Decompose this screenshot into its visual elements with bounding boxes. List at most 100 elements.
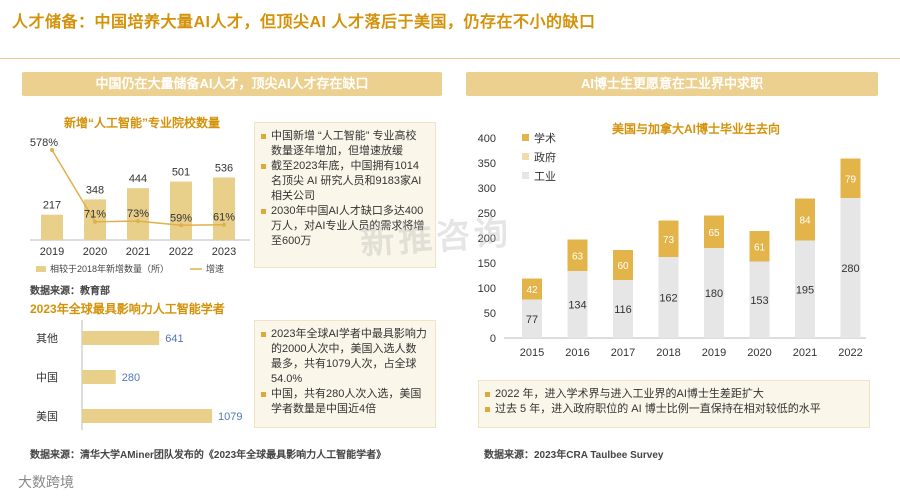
x-tick-label: 2022 bbox=[838, 347, 862, 359]
industry-bar bbox=[704, 248, 724, 338]
growth-point bbox=[136, 219, 140, 224]
growth-point bbox=[50, 148, 54, 152]
bar bbox=[82, 409, 212, 423]
legend-bar-swatch bbox=[36, 266, 46, 272]
category-label: 中国 bbox=[36, 371, 58, 384]
chart2-bullets: 2023年全球AI学者中最具影响力的2000人次中，美国入选人数最多，共有107… bbox=[254, 320, 436, 428]
bar-value-label: 501 bbox=[172, 167, 190, 179]
industry-value-label: 162 bbox=[659, 293, 677, 305]
industry-bar bbox=[658, 257, 679, 338]
corner-mark: 大数跨境 bbox=[18, 474, 74, 490]
x-tick-label: 2016 bbox=[565, 347, 589, 359]
chart3-title: 美国与加拿大AI博士毕业生去向 bbox=[612, 122, 781, 136]
academia-bar bbox=[522, 278, 542, 300]
title-divider bbox=[0, 58, 900, 59]
right-bullet: 过去 5 年，进入政府职位的 AI 博士比例一直保持在相对较低的水平 bbox=[485, 402, 861, 417]
growth-label: 61% bbox=[213, 212, 235, 224]
industry-value-label: 195 bbox=[796, 284, 814, 296]
y-tick-label: 300 bbox=[478, 183, 496, 195]
legend-swatch bbox=[522, 172, 529, 179]
bar-value-label: 536 bbox=[215, 162, 233, 174]
x-tick-label: 2019 bbox=[702, 347, 726, 359]
right-source: 数据来源：2023年CRA Taulbee Survey bbox=[484, 450, 664, 461]
academia-bar bbox=[567, 239, 588, 271]
chart1-title: 新增“人工智能”专业院校数量 bbox=[64, 116, 221, 130]
bar bbox=[127, 188, 149, 240]
x-tick-label: 2021 bbox=[126, 246, 150, 258]
academia-value-label: 84 bbox=[799, 216, 811, 227]
right-bullets: 2022 年，进入学术界与进入工业界的AI博士生差距扩大 过去 5 年，进入政府… bbox=[478, 380, 870, 428]
academia-value-label: 60 bbox=[617, 261, 629, 272]
x-tick-label: 2020 bbox=[747, 347, 771, 359]
y-tick-label: 100 bbox=[478, 283, 496, 295]
y-tick-label: 0 bbox=[490, 333, 496, 345]
academia-bar bbox=[840, 158, 861, 198]
chart1-bullet: 中国新增 “人工智能” 专业高校数量逐年增加，但增速放缓 bbox=[261, 129, 427, 159]
industry-bar bbox=[840, 198, 861, 338]
chart1-source: 数据来源：教育部 bbox=[30, 286, 110, 297]
chart1-bullet: 2030年中国AI人才缺口多达400万人，对AI专业人员的需求将增至600万 bbox=[261, 204, 427, 249]
academia-value-label: 65 bbox=[708, 228, 720, 239]
category-label: 其他 bbox=[36, 332, 58, 345]
academia-bar bbox=[658, 220, 679, 257]
industry-bar bbox=[749, 261, 770, 338]
growth-point bbox=[179, 223, 183, 228]
y-tick-label: 250 bbox=[478, 208, 496, 220]
y-tick-label: 400 bbox=[478, 133, 496, 145]
industry-bar bbox=[795, 240, 815, 338]
chart2-bullet: 2023年全球AI学者中最具影响力的2000人次中，美国入选人数最多，共有107… bbox=[261, 327, 427, 387]
bar bbox=[82, 331, 160, 345]
category-label: 美国 bbox=[36, 410, 58, 423]
academia-value-label: 61 bbox=[754, 242, 766, 253]
bar-value-label: 348 bbox=[86, 184, 104, 196]
chart2-title: 2023年全球最具影响力人工智能学者 bbox=[30, 302, 225, 316]
bar-value-label: 280 bbox=[122, 372, 140, 384]
chart2-bullet: 中国，共有280人次入选，美国学者数量是中国近4倍 bbox=[261, 387, 427, 417]
legend-label: 政府 bbox=[534, 150, 556, 164]
bar-value-label: 217 bbox=[43, 200, 61, 212]
x-tick-label: 2017 bbox=[611, 347, 635, 359]
growth-label: 73% bbox=[127, 208, 149, 220]
ai-phd-destination-chart: 0 50 100 150 200 250 300 350 400 42 77 2015 63 134 201… bbox=[478, 131, 866, 359]
industry-bar bbox=[567, 271, 588, 338]
chart2-source: 数据来源：清华大学AMiner团队发布的《2023年全球最具影响力人工智能学者》 bbox=[30, 450, 387, 461]
bar bbox=[41, 214, 63, 240]
industry-bar bbox=[613, 280, 633, 338]
legend-swatch bbox=[522, 153, 529, 160]
academia-bar bbox=[613, 250, 633, 280]
y-tick-label: 350 bbox=[478, 158, 496, 170]
bar bbox=[170, 181, 192, 240]
academia-bar bbox=[749, 231, 770, 262]
y-tick-label: 200 bbox=[478, 233, 496, 245]
left-panel-header: 中国仍在大量储备AI人才，顶尖AI人才存在缺口 bbox=[22, 72, 442, 96]
x-tick-label: 2015 bbox=[520, 347, 544, 359]
x-tick-label: 2018 bbox=[656, 347, 680, 359]
y-tick-label: 150 bbox=[478, 258, 496, 270]
academia-value-label: 63 bbox=[572, 251, 584, 262]
industry-value-label: 180 bbox=[705, 288, 723, 300]
academia-value-label: 42 bbox=[526, 285, 538, 296]
growth-point bbox=[93, 219, 97, 224]
new-ai-major-schools-chart: 217 2019 348 2020 444 2021 501 2022 536 2023 578% 7… bbox=[30, 137, 250, 274]
industry-value-label: 77 bbox=[526, 314, 538, 326]
x-tick-label: 2019 bbox=[40, 246, 64, 258]
legend-swatch bbox=[522, 134, 529, 141]
industry-bar bbox=[522, 299, 542, 338]
legend-line-label: 增速 bbox=[206, 263, 224, 274]
industry-value-label: 153 bbox=[750, 295, 768, 307]
right-panel-header: AI博士生更愿意在工业界中求职 bbox=[466, 72, 878, 96]
academia-bar bbox=[795, 198, 815, 241]
growth-label: 71% bbox=[84, 209, 106, 221]
legend-bar-label: 相较于2018年新增数量（所） bbox=[50, 263, 169, 274]
y-tick-label: 50 bbox=[484, 308, 496, 320]
legend-label: 学术 bbox=[534, 131, 556, 145]
chart1-bullets: 中国新增 “人工智能” 专业高校数量逐年增加，但增速放缓 截至2023年底，中国… bbox=[254, 122, 436, 268]
industry-value-label: 134 bbox=[568, 300, 586, 312]
bar bbox=[213, 177, 235, 240]
growth-label: 578% bbox=[30, 137, 58, 149]
bar-value-label: 1079 bbox=[218, 411, 242, 423]
industry-value-label: 280 bbox=[841, 263, 859, 275]
industry-value-label: 116 bbox=[614, 304, 632, 316]
growth-label: 59% bbox=[170, 212, 192, 224]
legend-label: 工业 bbox=[534, 170, 556, 183]
